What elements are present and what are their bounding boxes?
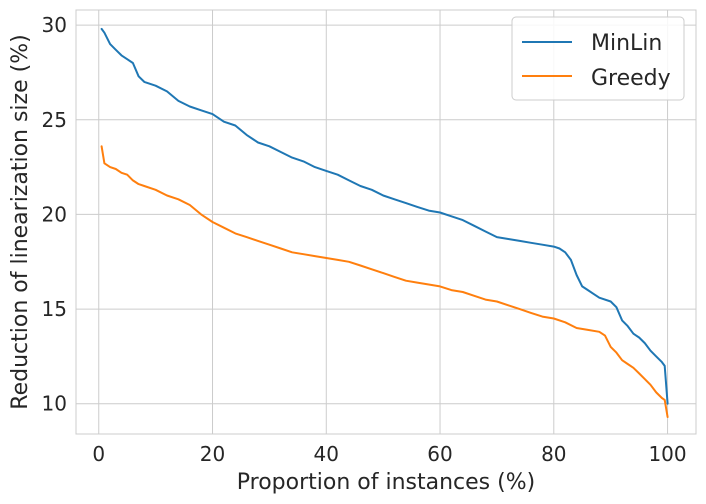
series-line-greedy: [100, 145, 669, 418]
y-tick-label: 15: [42, 297, 67, 321]
y-tick-label: 30: [42, 13, 67, 37]
tick-labels: 0 20 40 60 80 100 10 15 20 25 30: [42, 13, 687, 466]
y-tick-label: 25: [42, 108, 67, 132]
x-tick-label: 0: [92, 442, 105, 466]
legend-label-minlin: MinLin: [591, 31, 662, 56]
grid-lines: [76, 10, 696, 434]
x-tick-label: 20: [200, 442, 225, 466]
y-axis-label: Reduction of linearization size (%): [8, 34, 33, 409]
series-lines: [100, 27, 669, 418]
x-tick-label: 100: [648, 442, 686, 466]
legend: MinLin Greedy: [511, 16, 685, 101]
y-tick-label: 10: [42, 392, 67, 416]
x-tick-label: 80: [541, 442, 566, 466]
legend-box: [511, 16, 685, 101]
x-tick-label: 40: [314, 442, 339, 466]
series-line-minlin: [100, 27, 669, 405]
legend-label-greedy: Greedy: [591, 66, 671, 91]
x-axis-label: Proportion of instances (%): [237, 470, 535, 495]
y-tick-label: 20: [42, 202, 67, 226]
x-tick-label: 60: [427, 442, 452, 466]
